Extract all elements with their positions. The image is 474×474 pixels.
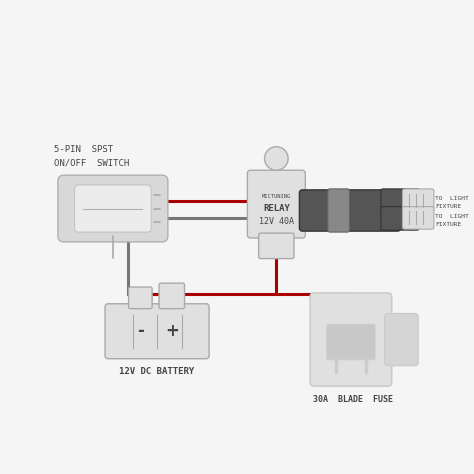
Text: RELAY: RELAY (263, 203, 290, 212)
FancyBboxPatch shape (402, 189, 434, 211)
FancyBboxPatch shape (105, 304, 209, 359)
Text: -: - (137, 322, 144, 340)
FancyBboxPatch shape (159, 283, 184, 309)
Text: TO  LIGHT: TO LIGHT (435, 196, 469, 201)
FancyBboxPatch shape (247, 170, 305, 238)
Text: +: + (165, 322, 179, 340)
Text: 30A  BLADE  FUSE: 30A BLADE FUSE (313, 395, 393, 404)
Circle shape (264, 146, 288, 170)
FancyBboxPatch shape (310, 293, 392, 386)
FancyBboxPatch shape (259, 233, 294, 259)
FancyBboxPatch shape (74, 185, 151, 232)
FancyBboxPatch shape (381, 189, 419, 212)
Text: ON/OFF  SWITCH: ON/OFF SWITCH (54, 159, 129, 168)
FancyBboxPatch shape (328, 189, 349, 232)
Text: 12V DC BATTERY: 12V DC BATTERY (119, 367, 195, 376)
FancyBboxPatch shape (402, 207, 434, 229)
FancyBboxPatch shape (128, 287, 152, 309)
Text: 12V 40A: 12V 40A (259, 217, 294, 226)
Text: TO  LIGHT: TO LIGHT (435, 214, 469, 219)
FancyBboxPatch shape (327, 324, 375, 360)
Text: FIXTURE: FIXTURE (435, 204, 461, 209)
FancyBboxPatch shape (300, 190, 401, 231)
Text: 5-PIN  SPST: 5-PIN SPST (54, 145, 113, 154)
FancyBboxPatch shape (58, 175, 168, 242)
Text: FIXTURE: FIXTURE (435, 222, 461, 227)
FancyBboxPatch shape (381, 207, 419, 230)
FancyBboxPatch shape (385, 314, 418, 365)
Text: MICTUNING: MICTUNING (262, 194, 291, 199)
